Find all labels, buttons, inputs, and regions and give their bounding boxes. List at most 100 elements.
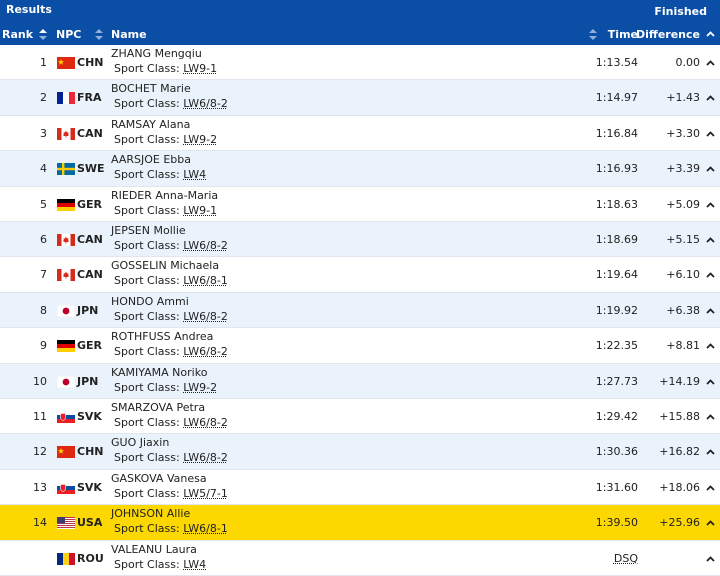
rank: 6	[40, 233, 47, 246]
expand-icon[interactable]	[706, 201, 715, 208]
column-header[interactable]: Rank	[2, 28, 34, 41]
expand-icon[interactable]	[706, 449, 715, 456]
sport-class: Sport Class: LW4	[114, 558, 206, 571]
rank: 1	[40, 56, 47, 69]
sport-class-code[interactable]: LW4	[183, 557, 207, 571]
column-header[interactable]: NPC	[56, 28, 82, 41]
expand-icon[interactable]	[706, 237, 715, 243]
rank: 2	[40, 91, 47, 105]
sport-class-code[interactable]: LW6/8-1	[183, 274, 228, 288]
athlete-name[interactable]: KAMIYAMA Noriko	[111, 365, 208, 379]
difference: +3.39	[666, 162, 700, 176]
expand-icon[interactable]	[706, 520, 715, 526]
athlete-name[interactable]: RIEDER Anna-Maria	[111, 188, 219, 202]
athlete-name[interactable]: HONDO Ammi	[111, 294, 189, 308]
result-row[interactable]: 12 CHN GUO Jiaxin Sport Class: LW6/8-2 1:30.…	[0, 434, 720, 470]
expand-icon[interactable]	[706, 378, 715, 385]
result-row[interactable]: 2 FRA BOCHET Marie Sport Class: LW6/8-2 1:14…	[0, 80, 720, 116]
difference: +6.38	[666, 303, 700, 317]
sport-class-label: Sport Class:	[114, 203, 180, 217]
athlete-name[interactable]: GUO Jiaxin	[111, 436, 170, 450]
sport-class-code[interactable]: LW6/8-1	[183, 522, 228, 536]
sport-class-code[interactable]: LW6/8-2	[183, 97, 228, 111]
athlete-name[interactable]: AARSJOE Ebba	[111, 153, 191, 167]
npc-code: CAN	[77, 126, 103, 140]
athlete-name[interactable]: JOHNSON Allie	[111, 507, 191, 521]
time: 1:18.69	[595, 233, 638, 246]
flag-icon	[57, 57, 75, 69]
rank: 4	[40, 162, 47, 176]
sport-class-label: Sport Class:	[114, 486, 180, 500]
npc-code: CHN	[77, 56, 104, 69]
sport-class-label: Sport Class:	[114, 416, 180, 429]
expand-icon[interactable]	[706, 308, 715, 314]
sport-class-code[interactable]: LW9-2	[183, 132, 218, 146]
expand-icon[interactable]	[706, 166, 715, 172]
sport-class-code[interactable]: LW9-2	[183, 380, 218, 394]
sport-class-code[interactable]: LW5/7-1	[183, 486, 228, 500]
result-row[interactable]: 4 SWE AARSJOE Ebba Sport Class: LW4 1:16.93 +…	[0, 151, 720, 187]
athlete-name[interactable]: BOCHET Marie	[111, 82, 191, 96]
athlete-name[interactable]: ZHANG Mengqiu	[111, 47, 202, 60]
result-row[interactable]: 9 GER ROTHFUSS Andrea Sport Class: LW6/8-2 1…	[0, 328, 720, 364]
time: 1:16.84	[595, 126, 638, 140]
sort-icon[interactable]	[95, 29, 103, 40]
column-header[interactable]: Name	[111, 28, 147, 41]
sport-class: Sport Class: LW4	[114, 168, 206, 181]
sport-class-label: Sport Class:	[114, 274, 180, 288]
flag-icon	[57, 375, 75, 388]
athlete-name[interactable]: ROTHFUSS Andrea	[111, 330, 214, 344]
result-row[interactable]: ROU VALEANU Laura Sport Class: LW4 DSQ	[0, 540, 720, 576]
sport-class-code[interactable]: LW6/8-2	[183, 239, 228, 252]
sport-class-label: Sport Class:	[114, 522, 180, 536]
flag-icon	[57, 340, 75, 353]
expand-icon[interactable]	[706, 272, 715, 279]
flag-icon	[57, 163, 75, 176]
column-header[interactable]: Difference	[636, 28, 700, 41]
npc-code: CAN	[77, 268, 103, 282]
flag-icon	[57, 552, 75, 565]
athlete-name[interactable]: VALEANU Laura	[111, 542, 197, 556]
result-row[interactable]: 7 CAN GOSSELIN Michaela Sport Class: LW6/8-…	[0, 257, 720, 293]
expand-icon[interactable]	[706, 485, 715, 491]
result-row[interactable]: 8 JPN HONDO Ammi Sport Class: LW6/8-2 1:19.9…	[0, 292, 720, 329]
sport-class-code[interactable]: LW9-1	[183, 203, 218, 217]
sort-icon[interactable]	[39, 29, 47, 40]
sport-class-code[interactable]: LW6/8-2	[183, 345, 228, 359]
expand-icon[interactable]	[706, 95, 715, 102]
rank: 5	[40, 197, 47, 211]
result-row[interactable]: 1 CHN ZHANG Mengqiu Sport Class: LW9-1 1:13.…	[0, 45, 720, 81]
expand-icon[interactable]	[706, 555, 715, 562]
column-header[interactable]: Time	[607, 28, 638, 41]
difference: +14.19	[659, 374, 700, 388]
result-row[interactable]: 14 USA JOHNSON Allie Sport Class: LW6/8-1 1:…	[0, 505, 720, 541]
athlete-name[interactable]: RAMSAY Alana	[111, 117, 191, 131]
result-row[interactable]: 10 JPN KAMIYAMA Noriko Sport Class: LW9-2 1:…	[0, 363, 720, 399]
time: 1:18.63	[595, 197, 638, 211]
title: Results	[6, 3, 52, 16]
sport-class-code[interactable]: LW6/8-2	[183, 451, 228, 465]
sport-class-code[interactable]: LW6/8-2	[183, 416, 228, 429]
sport-class: Sport Class: LW9-2	[114, 381, 217, 394]
collapse-icon[interactable]	[706, 31, 715, 37]
expand-icon[interactable]	[706, 414, 715, 420]
result-row[interactable]: 5 GER RIEDER Anna-Maria Sport Class: LW9-1 1…	[0, 186, 720, 222]
athlete-name[interactable]: JEPSEN Mollie	[111, 224, 186, 237]
sport-class: Sport Class: LW5/7-1	[114, 487, 228, 500]
athlete-name[interactable]: SMARZOVA Petra	[111, 401, 206, 414]
athlete-name[interactable]: GOSSELIN Michaela	[111, 259, 220, 273]
sport-class-code[interactable]: LW4	[183, 168, 207, 182]
result-row[interactable]: 11 SVK SMARZOVA Petra Sport Class: LW6/8-2 1…	[0, 399, 720, 435]
athlete-name[interactable]: GASKOVA Vanesa	[111, 471, 207, 485]
expand-icon[interactable]	[706, 60, 715, 66]
expand-icon[interactable]	[706, 131, 715, 137]
sport-class-code[interactable]: LW6/8-2	[183, 309, 228, 323]
result-row[interactable]: 13 SVK GASKOVA Vanesa Sport Class: LW5/7-1 1…	[0, 469, 720, 506]
result-row[interactable]: 6 CAN JEPSEN Mollie Sport Class: LW6/8-2 1:1…	[0, 222, 720, 258]
expand-icon[interactable]	[706, 343, 715, 349]
sport-class-code[interactable]: LW9-1	[183, 62, 218, 75]
npc-code: GER	[77, 197, 103, 211]
sort-icon[interactable]	[589, 29, 597, 40]
result-row[interactable]: 3 CAN RAMSAY Alana Sport Class: LW9-2 1:16.8…	[0, 115, 720, 152]
sport-class-label: Sport Class:	[114, 309, 180, 323]
